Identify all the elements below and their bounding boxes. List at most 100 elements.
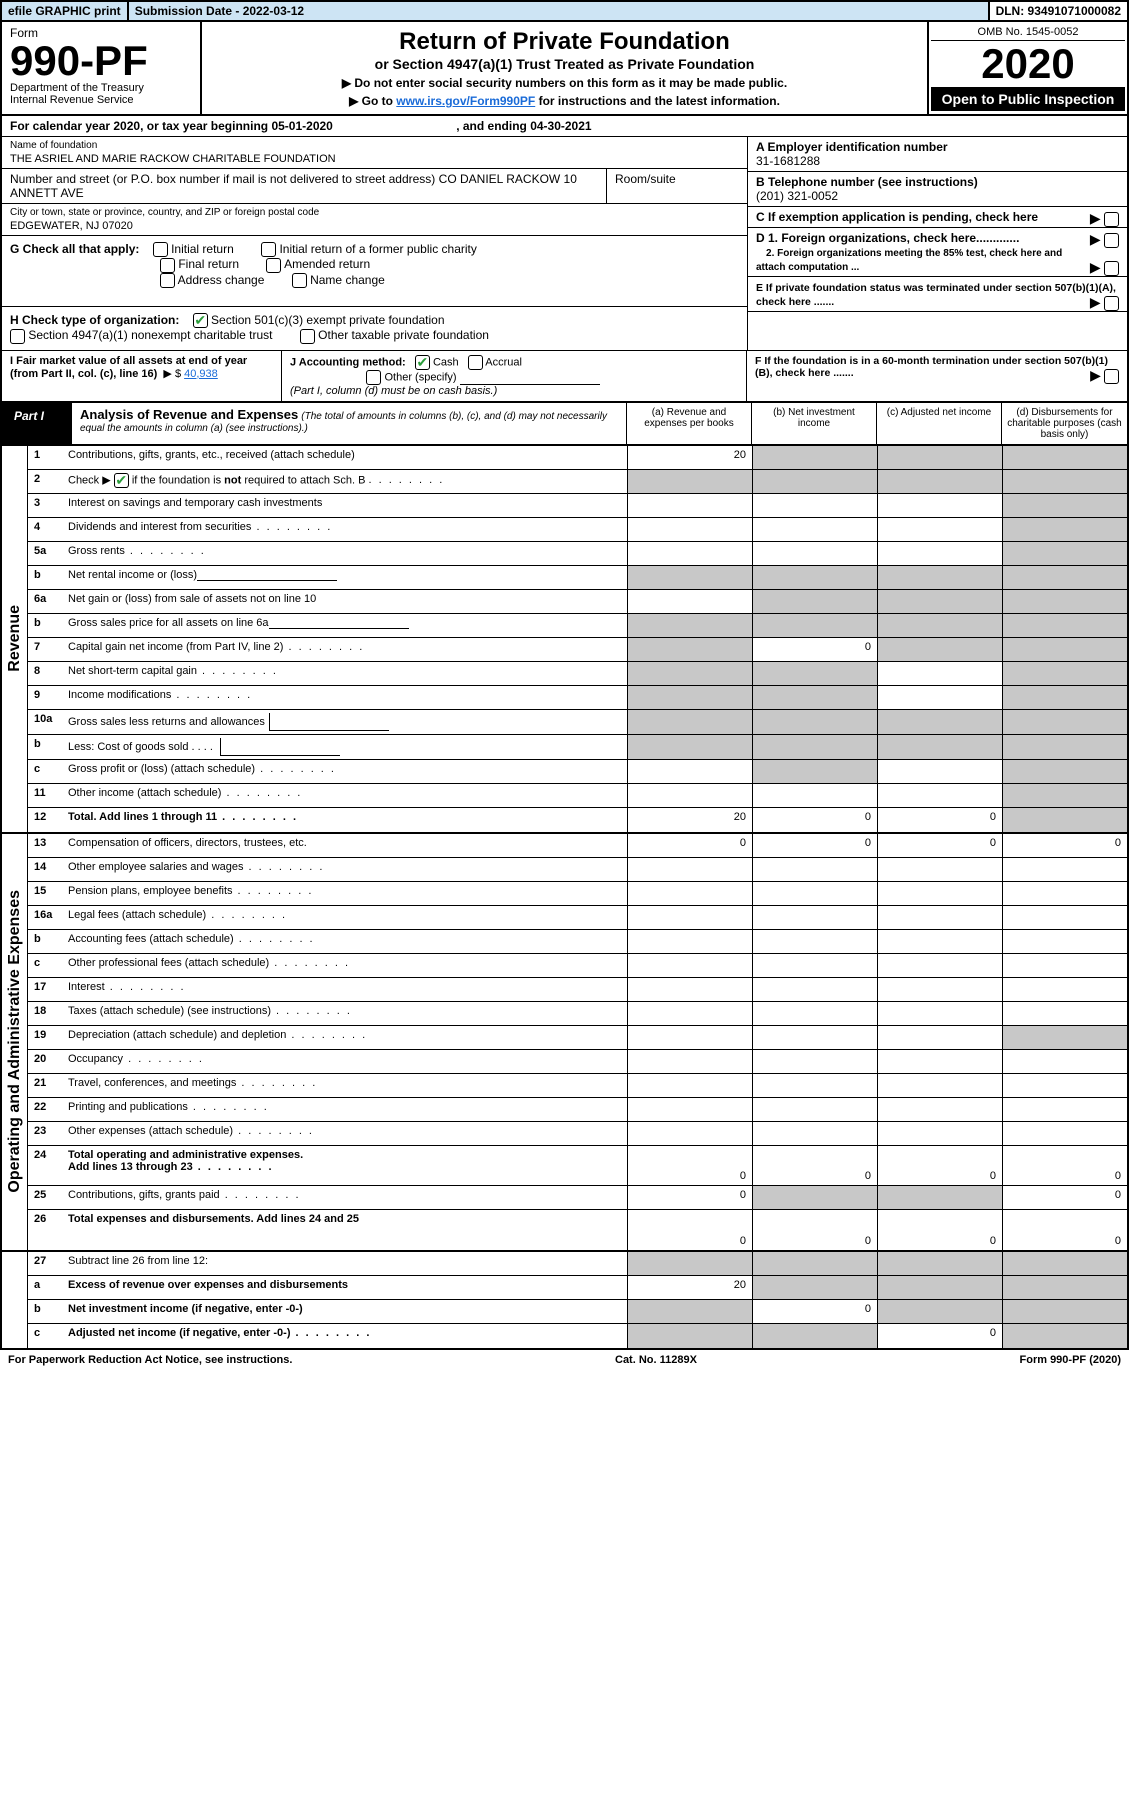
row-16c: cOther professional fees (attach schedul… [28, 954, 1127, 978]
ein-cell: A Employer identification number 31-1681… [748, 137, 1127, 172]
page-footer: For Paperwork Reduction Act Notice, see … [0, 1350, 1129, 1370]
city-cell: City or town, state or province, country… [2, 204, 747, 236]
goto-suffix: for instructions and the latest informat… [535, 94, 780, 108]
row-27a: aExcess of revenue over expenses and dis… [28, 1276, 1127, 1300]
e-text: E If private foundation status was termi… [756, 282, 1116, 308]
chk-c[interactable] [1104, 212, 1119, 227]
row-7: 7Capital gain net income (from Part IV, … [28, 638, 1127, 662]
col-c-hdr: (c) Adjusted net income [877, 403, 1002, 444]
opt-501c3: Section 501(c)(3) exempt private foundat… [211, 313, 444, 327]
irs: Internal Revenue Service [10, 94, 192, 106]
col-d-hdr: (d) Disbursements for charitable purpose… [1002, 403, 1127, 444]
c-text: C If exemption application is pending, c… [756, 210, 1038, 224]
revenue-table: Revenue 1 Contributions, gifts, grants, … [0, 446, 1129, 834]
name-cell: Name of foundation THE ASRIEL AND MARIE … [2, 137, 747, 169]
expenses-text: Operating and Administrative Expenses [6, 890, 24, 1193]
h-label: H Check type of organization: [10, 313, 179, 327]
form-id-block: Form 990-PF Department of the Treasury I… [2, 22, 202, 114]
chk-initial-return[interactable] [153, 242, 168, 257]
row-5a: 5aGross rents [28, 542, 1127, 566]
chk-d2[interactable] [1104, 261, 1119, 276]
form-number: 990-PF [10, 40, 192, 82]
opt-accrual: Accrual [485, 356, 522, 368]
chk-f[interactable] [1104, 369, 1119, 384]
opt-amended: Amended return [284, 257, 370, 271]
row-18: 18Taxes (attach schedule) (see instructi… [28, 1002, 1127, 1026]
row-6a: 6aNet gain or (loss) from sale of assets… [28, 590, 1127, 614]
name-label: Name of foundation [10, 140, 739, 151]
chk-initial-former[interactable] [261, 242, 276, 257]
row-20: 20Occupancy [28, 1050, 1127, 1074]
goto-note: ▶ Go to www.irs.gov/Form990PF for instru… [208, 94, 921, 108]
revenue-vlabel: Revenue [2, 446, 28, 832]
chk-other-acct[interactable] [366, 370, 381, 385]
row-22: 22Printing and publications [28, 1098, 1127, 1122]
goto-prefix: ▶ Go to [349, 94, 396, 108]
city-state-zip: EDGEWATER, NJ 07020 [10, 220, 133, 232]
row-21: 21Travel, conferences, and meetings [28, 1074, 1127, 1098]
row27-block: 27Subtract line 26 from line 12: aExcess… [0, 1252, 1129, 1350]
row-5b: bNet rental income or (loss) [28, 566, 1127, 590]
chk-d1[interactable] [1104, 233, 1119, 248]
j-label: J Accounting method: [290, 356, 406, 368]
row-3: 3Interest on savings and temporary cash … [28, 494, 1127, 518]
section-f: F If the foundation is in a 60-month ter… [747, 351, 1127, 401]
row-1: 1 Contributions, gifts, grants, etc., re… [28, 446, 1127, 470]
g-label: G Check all that apply: [10, 242, 139, 256]
opt-other-acct: Other (specify) [384, 371, 456, 383]
chk-sch-b[interactable] [114, 473, 129, 488]
calendar-year-row: For calendar year 2020, or tax year begi… [0, 116, 1129, 137]
cal-text-b: , and ending [456, 119, 530, 133]
top-bar: efile GRAPHIC print Submission Date - 20… [0, 0, 1129, 22]
foundation-name: THE ASRIEL AND MARIE RACKOW CHARITABLE F… [10, 153, 336, 165]
irs-link[interactable]: www.irs.gov/Form990PF [396, 94, 535, 108]
row-10b: bLess: Cost of goods sold . . . . [28, 735, 1127, 760]
expenses-table: Operating and Administrative Expenses 13… [0, 834, 1129, 1252]
tel-cell: B Telephone number (see instructions) (2… [748, 172, 1127, 207]
opt-cash: Cash [433, 356, 459, 368]
chk-cash[interactable] [415, 355, 430, 370]
chk-501c3[interactable] [193, 313, 208, 328]
chk-accrual[interactable] [468, 355, 483, 370]
row-17: 17Interest [28, 978, 1127, 1002]
submission-date: Submission Date - 2022-03-12 [129, 2, 990, 20]
cat-no: Cat. No. 11289X [615, 1354, 697, 1366]
part1-desc: Analysis of Revenue and Expenses (The to… [72, 403, 627, 444]
section-j: J Accounting method: Cash Accrual Other … [282, 351, 747, 401]
row-27: 27Subtract line 26 from line 12: [28, 1252, 1127, 1276]
d2-text: 2. Foreign organizations meeting the 85%… [756, 248, 1062, 273]
chk-4947[interactable] [10, 329, 25, 344]
opt-4947: Section 4947(a)(1) nonexempt charitable … [28, 328, 272, 342]
opt-name-change: Name change [310, 273, 385, 287]
info-main: Name of foundation THE ASRIEL AND MARIE … [2, 137, 747, 350]
ein: 31-1681288 [756, 154, 820, 168]
omb-number: OMB No. 1545-0052 [931, 24, 1125, 41]
chk-other-taxable[interactable] [300, 329, 315, 344]
row-19: 19Depreciation (attach schedule) and dep… [28, 1026, 1127, 1050]
row-4: 4Dividends and interest from securities [28, 518, 1127, 542]
chk-addr-change[interactable] [160, 273, 175, 288]
part1-title: Analysis of Revenue and Expenses [80, 407, 298, 422]
chk-final-return[interactable] [160, 258, 175, 273]
chk-e[interactable] [1104, 296, 1119, 311]
paperwork-notice: For Paperwork Reduction Act Notice, see … [8, 1354, 292, 1366]
row-15: 15Pension plans, employee benefits [28, 882, 1127, 906]
opt-final-return: Final return [178, 257, 239, 271]
revenue-text: Revenue [6, 605, 24, 672]
ein-label: A Employer identification number [756, 140, 948, 154]
opt-other-taxable: Other taxable private foundation [318, 328, 489, 342]
tel-label: B Telephone number (see instructions) [756, 175, 978, 189]
row-24: 24Total operating and administrative exp… [28, 1146, 1127, 1186]
efile-label[interactable]: efile GRAPHIC print [2, 2, 129, 20]
e-cell: E If private foundation status was termi… [748, 277, 1127, 312]
chk-amended[interactable] [266, 258, 281, 273]
city-label: City or town, state or province, country… [10, 207, 739, 218]
info-side: A Employer identification number 31-1681… [747, 137, 1127, 350]
chk-name-change[interactable] [292, 273, 307, 288]
dept-treasury: Department of the Treasury [10, 82, 192, 94]
col-a-hdr: (a) Revenue and expenses per books [627, 403, 752, 444]
row-11: 11Other income (attach schedule) [28, 784, 1127, 808]
row-9: 9Income modifications [28, 686, 1127, 710]
row-27b: bNet investment income (if negative, ent… [28, 1300, 1127, 1324]
row-13: 13Compensation of officers, directors, t… [28, 834, 1127, 858]
